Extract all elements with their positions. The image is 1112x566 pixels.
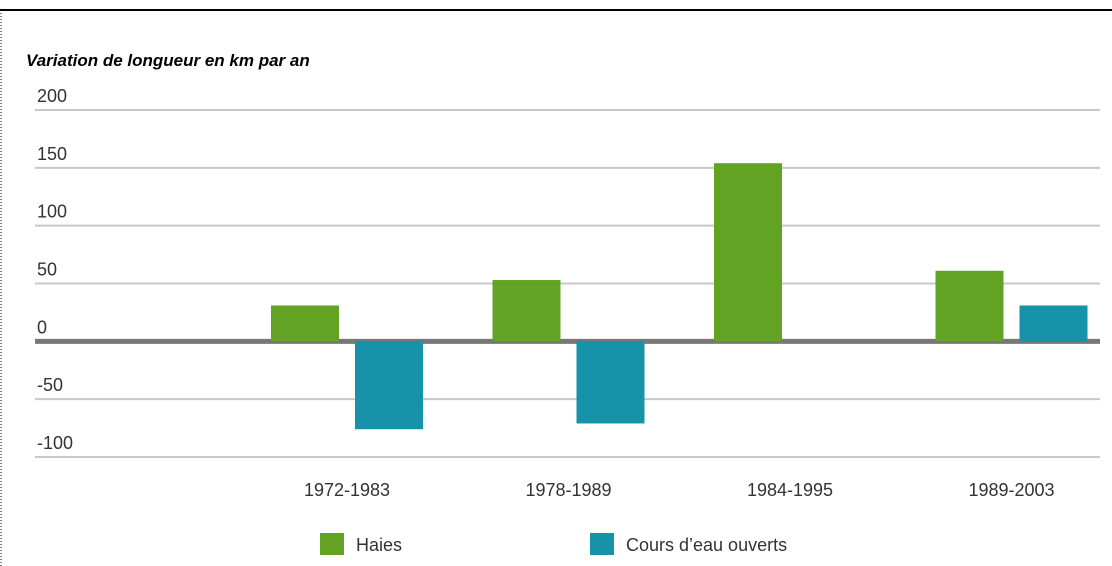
bar [1019, 305, 1088, 342]
bar [271, 305, 339, 342]
y-tick-label: 200 [37, 86, 67, 106]
x-tick-label: 1984-1995 [747, 480, 833, 500]
chart-title: Variation de longueur en km par an [26, 51, 310, 70]
x-tick-label: 1978-1989 [525, 480, 611, 500]
bar [355, 341, 423, 430]
y-tick-label: -50 [37, 375, 63, 395]
y-tick-label: 0 [37, 317, 47, 337]
legend-label: Haies [356, 535, 402, 555]
y-tick-label: 100 [37, 202, 67, 222]
bar [714, 163, 782, 342]
legend-swatch [320, 533, 344, 555]
x-tick-label: 1989-2003 [968, 480, 1054, 500]
y-tick-label: 150 [37, 144, 67, 164]
bar [935, 270, 1004, 342]
bar [576, 341, 645, 424]
bar [492, 280, 561, 342]
y-tick-label: 50 [37, 260, 57, 280]
legend-label: Cours d’eau ouverts [626, 535, 787, 555]
x-tick-label: 1972-1983 [304, 480, 390, 500]
legend-swatch [590, 533, 614, 555]
y-tick-label: -100 [37, 433, 73, 453]
